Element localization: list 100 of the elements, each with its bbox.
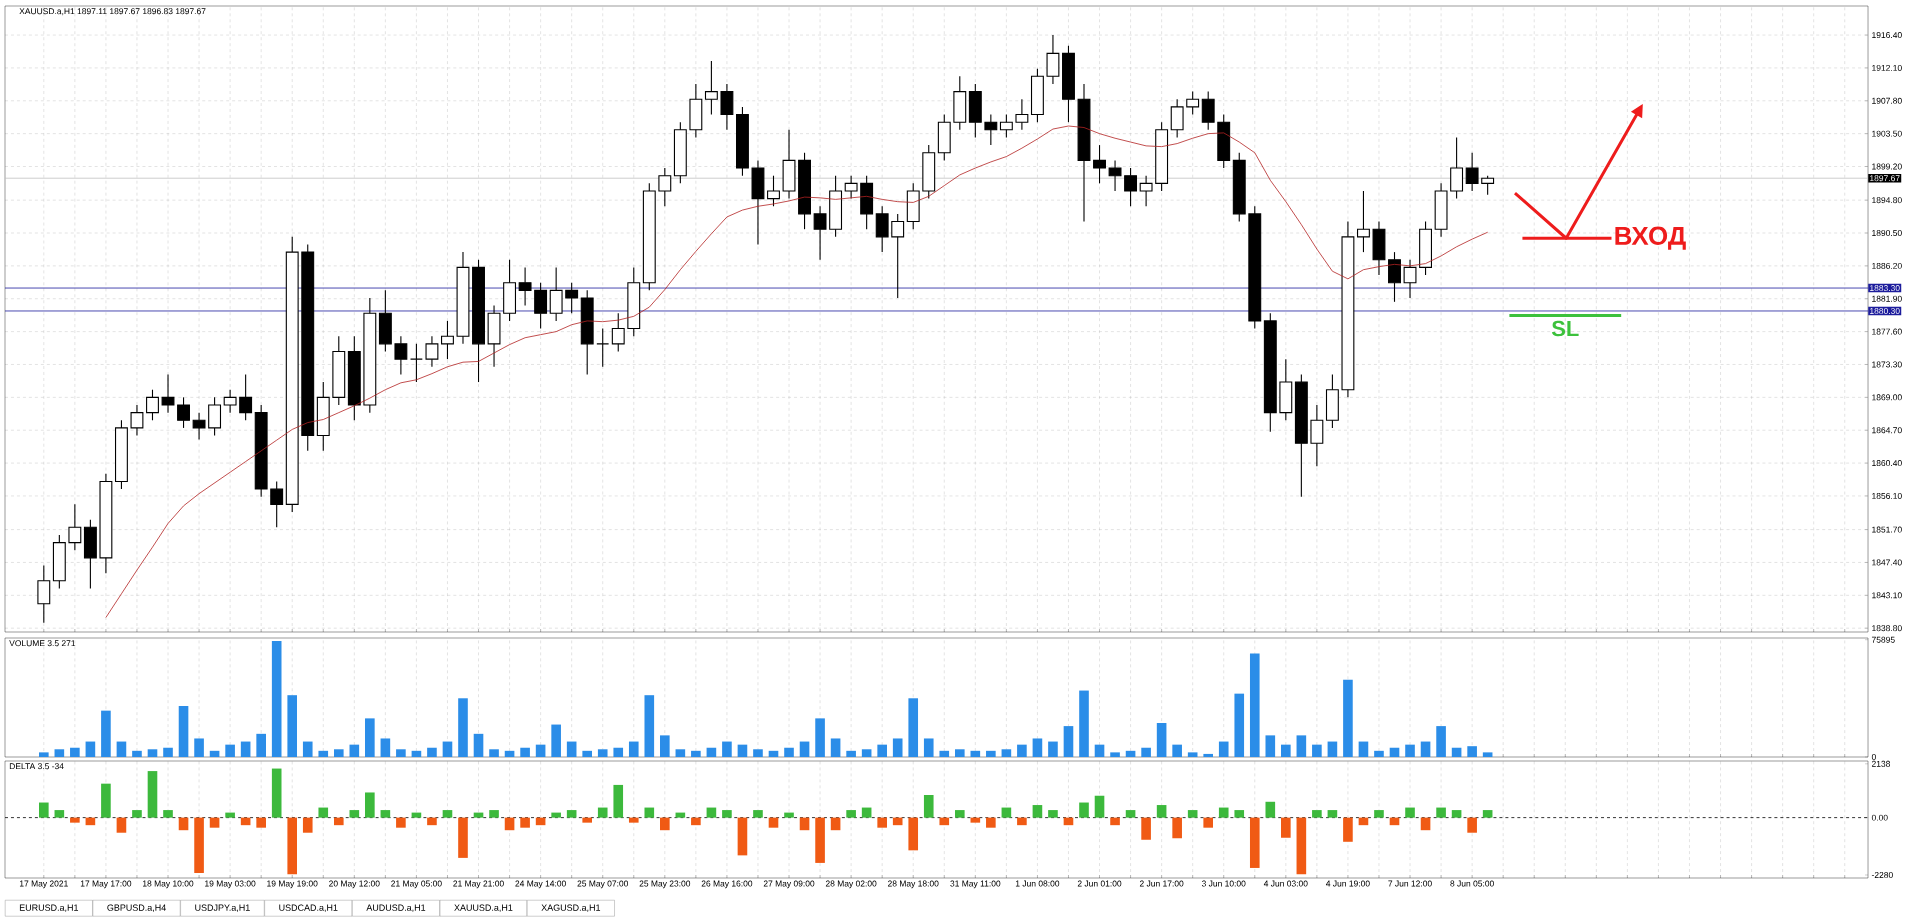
candlestick: [1015, 98, 1029, 131]
bar: [768, 750, 779, 758]
candlestick: [223, 389, 237, 414]
bar: [628, 741, 639, 758]
annotation: ВХОД: [1615, 226, 1686, 250]
candlestick: [1263, 312, 1277, 433]
bar: [209, 750, 220, 758]
bar: [1436, 726, 1446, 758]
bar: [39, 752, 49, 758]
bar: [1451, 747, 1462, 758]
bar: [194, 817, 204, 873]
bar: [1343, 817, 1353, 842]
bar: [1125, 810, 1136, 818]
bar: [101, 710, 111, 758]
bar: [1405, 744, 1415, 758]
bar: [1249, 653, 1260, 758]
bar: [582, 750, 593, 758]
candlestick: [177, 396, 190, 429]
candlestick: [1139, 175, 1153, 207]
bar: [737, 817, 748, 856]
bar: [209, 817, 220, 828]
bar: [1218, 741, 1229, 758]
bar: [473, 812, 484, 818]
candlestick: [161, 373, 175, 414]
bar: [396, 817, 406, 828]
chart-title: XAUUSD.a,H1 1897.11 1897.67 1896.83 1897.67: [19, 8, 206, 16]
bar: [132, 750, 142, 758]
y-tick-label: 1873.30: [1872, 361, 1902, 368]
x-tick-label: 2 Jun 01:00: [1077, 880, 1122, 887]
bar: [551, 724, 561, 758]
bar: [1125, 750, 1136, 758]
bar: [1249, 817, 1260, 868]
candlestick: [689, 83, 703, 139]
bar: [1172, 744, 1182, 758]
bar: [1110, 752, 1120, 758]
bar: [1001, 807, 1012, 818]
y-tick-label: 1912.10: [1872, 64, 1902, 71]
bar: [1405, 807, 1415, 818]
x-tick-label: 4 Jun 19:00: [1325, 880, 1370, 887]
bar: [1467, 817, 1477, 833]
y-tick-label: 1886.20: [1872, 262, 1902, 269]
x-tick-label: 28 May 02:00: [825, 880, 877, 889]
candlestick: [736, 106, 749, 177]
bar: [147, 771, 158, 818]
bar: [1312, 744, 1322, 758]
bar: [1265, 801, 1276, 818]
bar: [349, 810, 360, 818]
y-tick-label: 1851.70: [1872, 526, 1902, 533]
y-tick-label: 1856.10: [1872, 492, 1902, 499]
candlestick: [270, 480, 284, 528]
candlestick: [720, 83, 734, 131]
bar: [1389, 747, 1400, 758]
bar: [1187, 810, 1198, 818]
candlestick: [1434, 182, 1448, 238]
bar: [380, 810, 391, 818]
candlestick: [1077, 83, 1091, 223]
bar: [1172, 817, 1182, 839]
candlestick: [1325, 373, 1339, 429]
candlestick: [1310, 404, 1324, 467]
bar: [427, 747, 437, 758]
text: XAGUSD.a,H1: [541, 904, 601, 912]
bar: [691, 817, 701, 826]
candlestick: [1046, 34, 1060, 85]
bar: [799, 741, 810, 758]
x-tick-label: 1 Jun 08:00: [1015, 880, 1060, 887]
candlestick: [394, 335, 408, 375]
bar: [39, 802, 49, 818]
x-tick-label: 19 May 19:00: [267, 880, 318, 889]
y-tick-label: 0: [1871, 754, 1876, 760]
bar: [1234, 693, 1245, 758]
bar: [566, 810, 577, 818]
bar: [815, 718, 825, 758]
bar: [380, 738, 391, 758]
candlestick: [254, 404, 268, 498]
bar: [628, 817, 639, 823]
candlestick: [503, 259, 517, 322]
x-tick-label: 31 May 11:00: [950, 880, 1001, 889]
x-tick-label: 3 Jun 10:00: [1201, 880, 1246, 887]
x-tick-label: 17 May 2021: [19, 880, 68, 889]
bar: [954, 749, 965, 758]
bar: [706, 747, 717, 758]
bar: [861, 807, 872, 818]
bar: [768, 817, 779, 828]
bar: [520, 817, 530, 828]
bar: [333, 749, 344, 758]
bar: [1482, 752, 1493, 758]
bar: [877, 817, 887, 828]
candlestick: [813, 205, 827, 261]
bar: [1141, 747, 1151, 758]
bar: [644, 807, 655, 818]
candlestick: [68, 503, 82, 551]
bar: [256, 817, 266, 828]
bar: [660, 817, 670, 831]
bar: [1482, 810, 1493, 818]
bar: [753, 749, 763, 758]
y-tick-label: 1881.90: [1872, 295, 1902, 302]
y-tick-label: 1899.20: [1872, 163, 1902, 170]
bar: [302, 817, 313, 833]
bar: [613, 747, 624, 758]
candlestick: [487, 305, 501, 368]
